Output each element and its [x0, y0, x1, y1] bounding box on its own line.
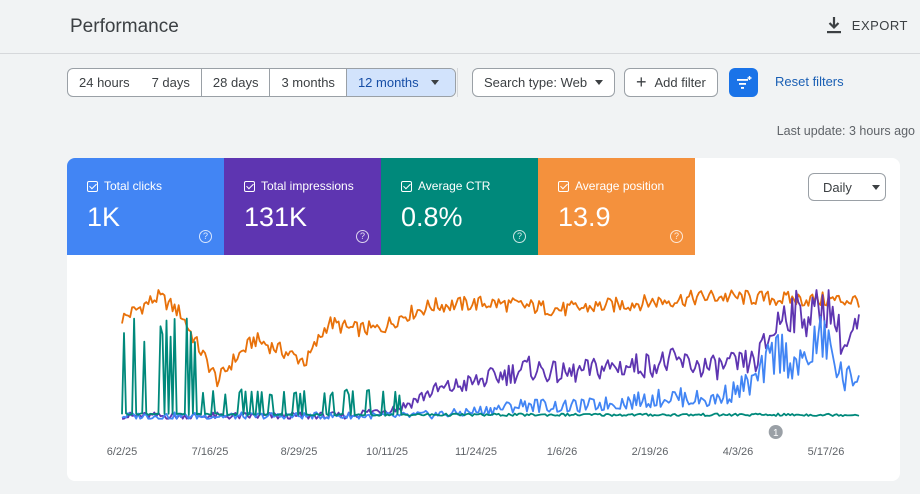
- reset-filters-link[interactable]: Reset filters: [775, 74, 844, 89]
- download-icon: [826, 17, 841, 34]
- help-icon[interactable]: ?: [199, 230, 212, 243]
- metric-tile-average-position[interactable]: Average position 13.9 ?: [538, 158, 695, 255]
- plus-icon: +: [636, 71, 647, 92]
- x-axis-tick-label: 1/6/26: [547, 446, 578, 458]
- toolbar-divider: [457, 68, 458, 97]
- metric-label: Average CTR: [418, 179, 491, 193]
- metric-tile-average-ctr[interactable]: Average CTR 0.8% ?: [381, 158, 538, 255]
- page-title: Performance: [70, 16, 179, 37]
- checkbox-icon: [558, 180, 569, 192]
- export-label: EXPORT: [851, 17, 908, 33]
- dropdown-caret-icon: [430, 80, 439, 85]
- help-icon[interactable]: ?: [513, 230, 526, 243]
- checkbox-icon: [87, 180, 98, 192]
- series-line-average-ctr: [121, 317, 860, 417]
- metric-label-row: Average CTR: [401, 179, 490, 193]
- metric-tile-total-impressions[interactable]: Total impressions 131K ?: [224, 158, 381, 255]
- metric-value: 1K: [87, 202, 121, 232]
- date-range-selector: 24 hours 7 days 28 days 3 months 12 mont…: [67, 68, 456, 97]
- series-line-total-impressions: [122, 289, 860, 420]
- metric-label: Total impressions: [261, 179, 354, 193]
- x-axis-tick-label: 2/19/26: [632, 446, 669, 458]
- dropdown-caret-icon: [871, 184, 880, 190]
- last-update-text: Last update: 3 hours ago: [776, 124, 915, 138]
- export-button[interactable]: EXPORT: [826, 16, 908, 34]
- x-axis-tick-label: 7/16/25: [192, 446, 229, 458]
- metric-label: Average position: [575, 179, 665, 193]
- metric-value: 0.8%: [401, 202, 463, 232]
- checkbox-icon: [244, 180, 255, 192]
- annotation-marker[interactable]: [768, 425, 783, 439]
- range-7-days[interactable]: 7 days: [141, 69, 202, 96]
- performance-card: Total clicks 1K ? Total impressions 131K…: [67, 158, 900, 481]
- granularity-label: Daily: [823, 179, 852, 195]
- range-24-hours[interactable]: 24 hours: [79, 75, 130, 90]
- series-line-total-clicks: [121, 315, 860, 420]
- x-axis-tick-label: 10/11/25: [366, 446, 408, 458]
- filter-list-icon: [736, 75, 751, 89]
- x-axis-tick-label: 4/3/26: [723, 446, 754, 458]
- x-axis-tick-label: 6/2/25: [107, 446, 138, 458]
- performance-line-chart: 1 6/2/25 7/16/25 8/29/25 10/11/25 11/24/25 1/…: [107, 289, 860, 458]
- x-axis-tick-label: 11/24/25: [455, 446, 497, 458]
- help-icon[interactable]: ?: [356, 230, 369, 243]
- range-3-months[interactable]: 3 months: [270, 69, 347, 96]
- metric-label: Total clicks: [104, 179, 163, 193]
- dropdown-caret-icon: [595, 80, 604, 85]
- series-line-average-position: [121, 289, 860, 388]
- metric-label-row: Total clicks: [87, 179, 162, 193]
- annotation-label: 1: [773, 428, 779, 439]
- granularity-dropdown[interactable]: Daily: [808, 173, 886, 201]
- x-axis-tick-label: 8/29/25: [281, 446, 318, 458]
- filter-settings-button[interactable]: [729, 68, 758, 97]
- metric-tile-total-clicks[interactable]: Total clicks 1K ?: [67, 158, 224, 255]
- add-filter-button[interactable]: + Add filter: [624, 68, 718, 97]
- help-icon[interactable]: ?: [670, 230, 683, 243]
- search-type-dropdown[interactable]: Search type: Web: [472, 68, 616, 97]
- metric-label-row: Average position: [558, 179, 664, 193]
- range-28-days[interactable]: 28 days: [202, 69, 271, 96]
- page-header: Performance EXPORT: [0, 0, 920, 54]
- add-filter-label: Add filter: [654, 75, 706, 90]
- metric-value: 13.9: [558, 202, 611, 232]
- range-12-months-dropdown[interactable]: 12 months: [346, 69, 455, 96]
- metric-label-row: Total impressions: [244, 179, 354, 193]
- search-type-label: Search type: Web: [484, 75, 588, 90]
- checkbox-icon: [401, 180, 412, 192]
- metric-value: 131K: [244, 202, 308, 232]
- x-axis-tick-label: 5/17/26: [808, 446, 845, 458]
- range-selected-label: 12 months: [357, 75, 419, 90]
